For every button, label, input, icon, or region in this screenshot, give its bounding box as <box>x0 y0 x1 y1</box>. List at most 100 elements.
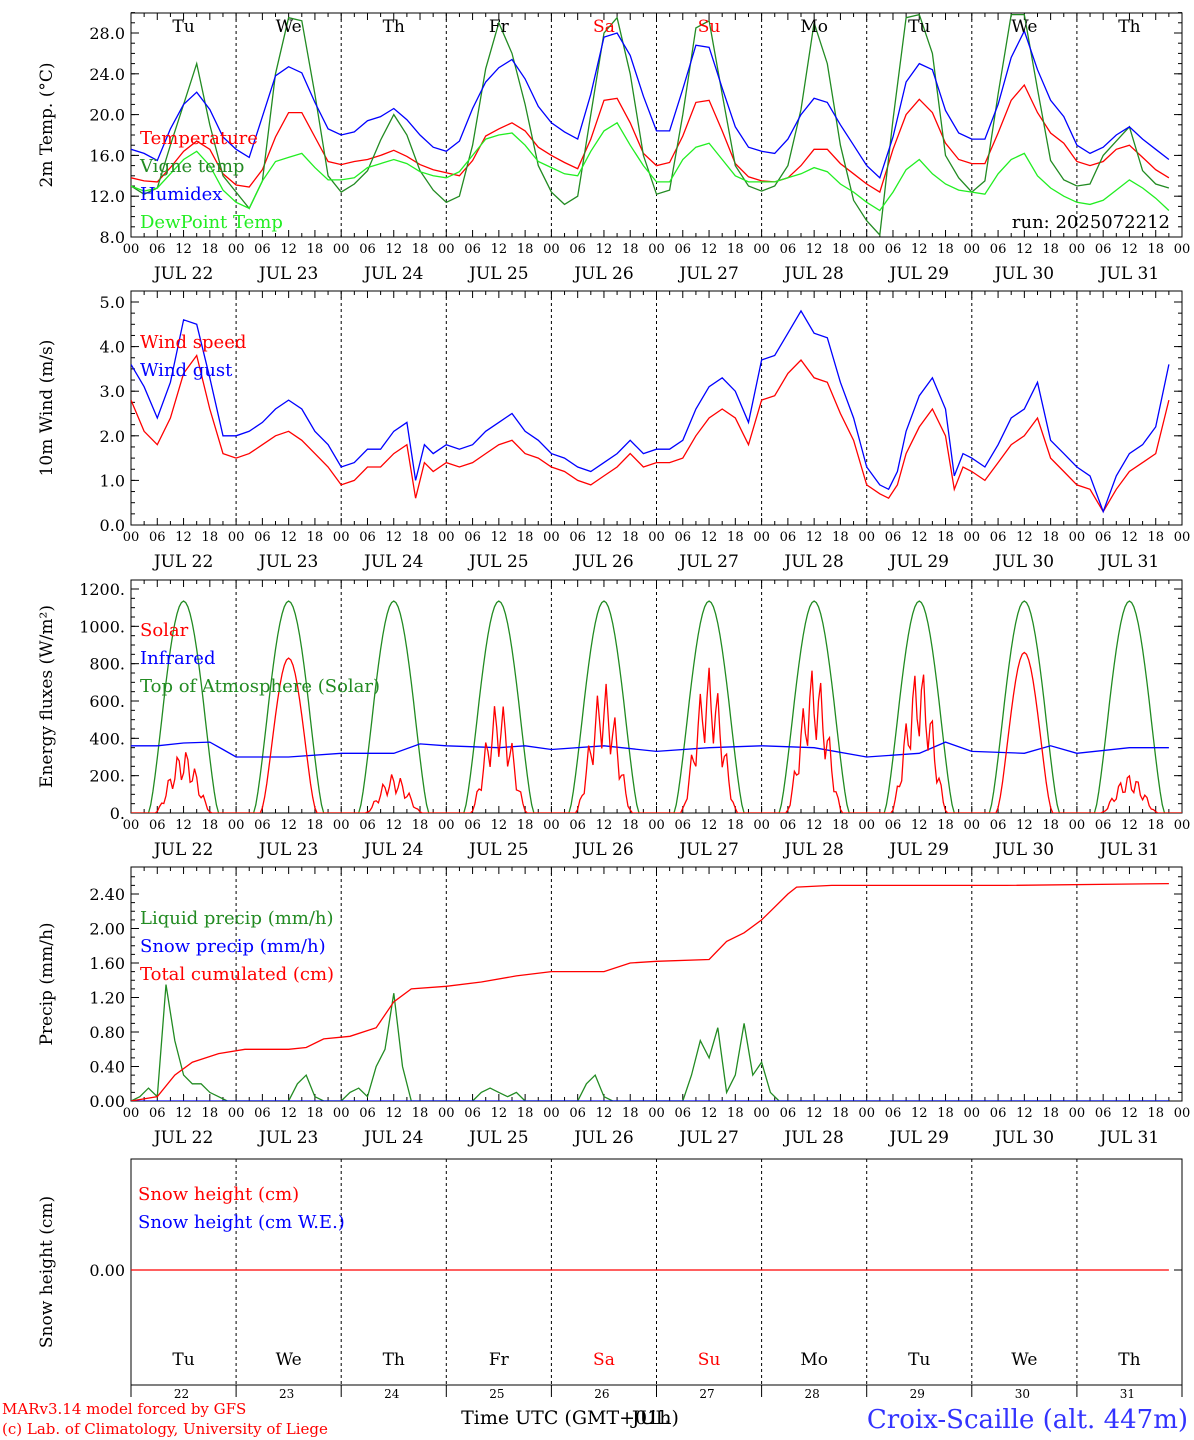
hour-label: 06 <box>464 530 481 545</box>
weekday-label: Th <box>383 17 405 37</box>
legend-snow-precip: Snow precip (mm/h) <box>140 936 326 957</box>
hour-label: 12 <box>1121 242 1138 257</box>
y-axis-label: Precip (mm/h) <box>37 922 57 1045</box>
series-infrared <box>131 741 1169 758</box>
hour-label: 12 <box>911 1106 928 1121</box>
date-label: JUL 29 <box>888 1128 949 1148</box>
panel-wind: 0.0 1.0 2.0 3.0 4.0 5.0 10m Wind (m/s) 00 06 12 18… <box>37 290 1190 572</box>
credit-line-1: MARv3.14 model forced by GFS <box>2 1400 246 1418</box>
y-axis-label: 2m Temp. (°C) <box>37 62 57 187</box>
hour-label: 18 <box>622 530 639 545</box>
hour-label: 18 <box>517 530 534 545</box>
x-axis-label: Time UTC (GMT+01h) <box>461 1407 679 1429</box>
hour-label: 00 <box>333 530 350 545</box>
y-tick-label: 2.0 <box>100 427 125 446</box>
weekday-label: Sa <box>593 1350 615 1370</box>
hour-label: 00 <box>1069 818 1086 833</box>
hour-label: 12 <box>596 242 613 257</box>
date-label: JUL 29 <box>888 840 949 860</box>
hour-label: 18 <box>1042 818 1059 833</box>
y-axis-label: Energy fluxes (W/m²) <box>37 605 57 788</box>
hour-label: 12 <box>911 530 928 545</box>
series-wind-gust <box>131 309 1170 514</box>
hour-label: 12 <box>911 242 928 257</box>
hour-label: 18 <box>1147 818 1164 833</box>
hour-label: 12 <box>806 242 823 257</box>
hour-label: 00 <box>964 530 981 545</box>
hour-label: 00 <box>228 530 245 545</box>
hour-label: 06 <box>675 242 692 257</box>
hour-label: 12 <box>806 1106 823 1121</box>
legend-liquid-precip: Liquid precip (mm/h) <box>140 908 334 929</box>
hour-label: 06 <box>359 530 376 545</box>
y-tick-label: 5.0 <box>100 293 125 312</box>
panel-precip: 0.00 0.40 0.80 1.20 1.60 2.00 2.40 Precip (mm/h… <box>37 866 1190 1148</box>
hour-label: 18 <box>202 530 219 545</box>
wind-legend: Wind speed Wind gust <box>140 332 246 381</box>
date-label: JUL 26 <box>572 552 633 572</box>
weekday-label: Su <box>698 1350 721 1370</box>
hour-label: 06 <box>990 818 1007 833</box>
weekday-label: We <box>276 1350 302 1370</box>
hour-label: 18 <box>307 242 324 257</box>
temp-legend: Temperature Vigne temp Humidex DewPoint … <box>139 128 1170 233</box>
weekday-label: We <box>1011 17 1037 37</box>
hour-label: 00 <box>858 818 875 833</box>
hour-label: 18 <box>412 242 429 257</box>
hour-label: 06 <box>464 818 481 833</box>
weekday-label: Tu <box>908 17 930 37</box>
energy-legend: Solar Infrared Top of Atmosphere (Solar) <box>140 620 380 697</box>
hour-label: 12 <box>911 818 928 833</box>
day-number-label: 23 <box>279 1387 294 1401</box>
date-label: JUL 28 <box>782 552 843 572</box>
hour-label: 06 <box>464 242 481 257</box>
hour-label: 18 <box>622 1106 639 1121</box>
legend-wind-gust: Wind gust <box>140 360 233 381</box>
y-tick-label: 1000. <box>79 617 125 636</box>
hour-label: 00 <box>333 818 350 833</box>
weekday-label: Th <box>1118 17 1140 37</box>
hour-label: 06 <box>464 1106 481 1121</box>
hour-label: 18 <box>832 818 849 833</box>
hour-label: 06 <box>885 242 902 257</box>
date-label: JUL 26 <box>572 840 633 860</box>
hour-label: 18 <box>202 242 219 257</box>
legend-wind-speed: Wind speed <box>140 332 246 353</box>
date-label: JUL 25 <box>467 264 528 284</box>
credit-line-2: (c) Lab. of Climatology, University of L… <box>2 1420 328 1438</box>
date-label: JUL 22 <box>152 264 213 284</box>
weekday-label: Tu <box>172 1350 194 1370</box>
hour-label: 18 <box>1042 1106 1059 1121</box>
hour-label: 00 <box>648 1106 665 1121</box>
legend-solar: Solar <box>140 620 189 641</box>
hour-label: 00 <box>438 530 455 545</box>
hour-label: 18 <box>727 818 744 833</box>
hour-label: 12 <box>491 818 508 833</box>
station-name: Croix-Scaille (alt. 447m) <box>867 1405 1188 1435</box>
hour-label: 06 <box>990 1106 1007 1121</box>
hour-label: 00 <box>858 530 875 545</box>
hour-label: 00 <box>543 1106 560 1121</box>
snow-legend: Snow height (cm) Snow height (cm W.E.) <box>138 1184 345 1233</box>
weekday-label: Sa <box>593 17 615 37</box>
date-label: JUL 30 <box>993 840 1054 860</box>
date-label: JUL 25 <box>467 552 528 572</box>
date-label: JUL 29 <box>888 552 949 572</box>
date-label: JUL 22 <box>152 552 213 572</box>
hour-label: 12 <box>385 1106 402 1121</box>
y-tick-label: 0.40 <box>89 1058 125 1077</box>
date-label: JUL 24 <box>362 1128 423 1148</box>
date-label: JUL 26 <box>572 264 633 284</box>
date-label: JUL 24 <box>362 840 423 860</box>
date-label: JUL 30 <box>993 264 1054 284</box>
legend-toa-solar: Top of Atmosphere (Solar) <box>140 676 380 697</box>
y-tick-label: 1200. <box>79 580 125 599</box>
hour-label: 06 <box>569 1106 586 1121</box>
weekday-label: Th <box>383 1350 405 1370</box>
hour-label: 18 <box>832 1106 849 1121</box>
hour-label: 00 <box>648 242 665 257</box>
weekday-label: Fr <box>489 1350 510 1370</box>
hour-label: 18 <box>937 818 954 833</box>
date-label: JUL 22 <box>152 840 213 860</box>
hour-label: 12 <box>1016 818 1033 833</box>
